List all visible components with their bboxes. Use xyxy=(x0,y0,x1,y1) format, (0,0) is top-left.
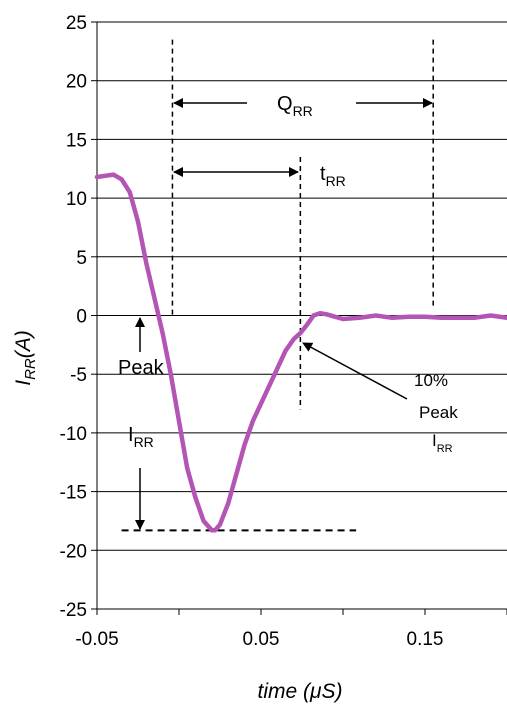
y-tick-label: 10 xyxy=(66,189,87,210)
y-tick-label: -5 xyxy=(70,365,87,386)
y-tick-label: 20 xyxy=(66,72,87,93)
axis-titles: time (μS) IRR(A) xyxy=(12,330,343,703)
qrr-label: QRR xyxy=(277,93,313,119)
peak-irr-label: IRR xyxy=(128,424,154,450)
y-tick-label: -20 xyxy=(60,541,87,562)
trr-label: tRR xyxy=(320,163,346,189)
axes-layer: 25 20 15 10 5 0 -5 -10 -15 -20 -25 -0.05 0.05 0.15 xyxy=(60,13,507,650)
x-tick-label: 0.15 xyxy=(407,629,444,650)
y-tick-label: -15 xyxy=(60,483,87,504)
reference-lines xyxy=(121,39,434,532)
y-tick-label: -25 xyxy=(60,600,87,621)
x-tick-label: 0.05 xyxy=(243,629,280,650)
x-tick-label: -0.05 xyxy=(75,629,118,650)
y-tick-label: 25 xyxy=(66,13,87,34)
peak-word-label: Peak xyxy=(118,357,165,379)
series-layer xyxy=(94,172,507,533)
y-tick-label: 0 xyxy=(76,307,87,328)
y-tick-label: 15 xyxy=(66,130,87,151)
pct-irr-label: IRR xyxy=(432,431,453,455)
x-axis-title: time (μS) xyxy=(257,680,342,703)
pct-pointer-arrow xyxy=(302,342,408,400)
annotations: QRR tRR Peak IRR 10% Peak IRR xyxy=(118,93,458,530)
pct-line1-label: 10% xyxy=(414,371,448,390)
y-tick-label: 5 xyxy=(76,248,87,269)
grid-layer xyxy=(97,21,507,610)
y-axis-title: IRR(A) xyxy=(12,330,39,386)
current-trace-line xyxy=(94,172,507,533)
pct-line2-label: Peak xyxy=(419,403,458,422)
y-tick-label: -10 xyxy=(60,424,87,445)
